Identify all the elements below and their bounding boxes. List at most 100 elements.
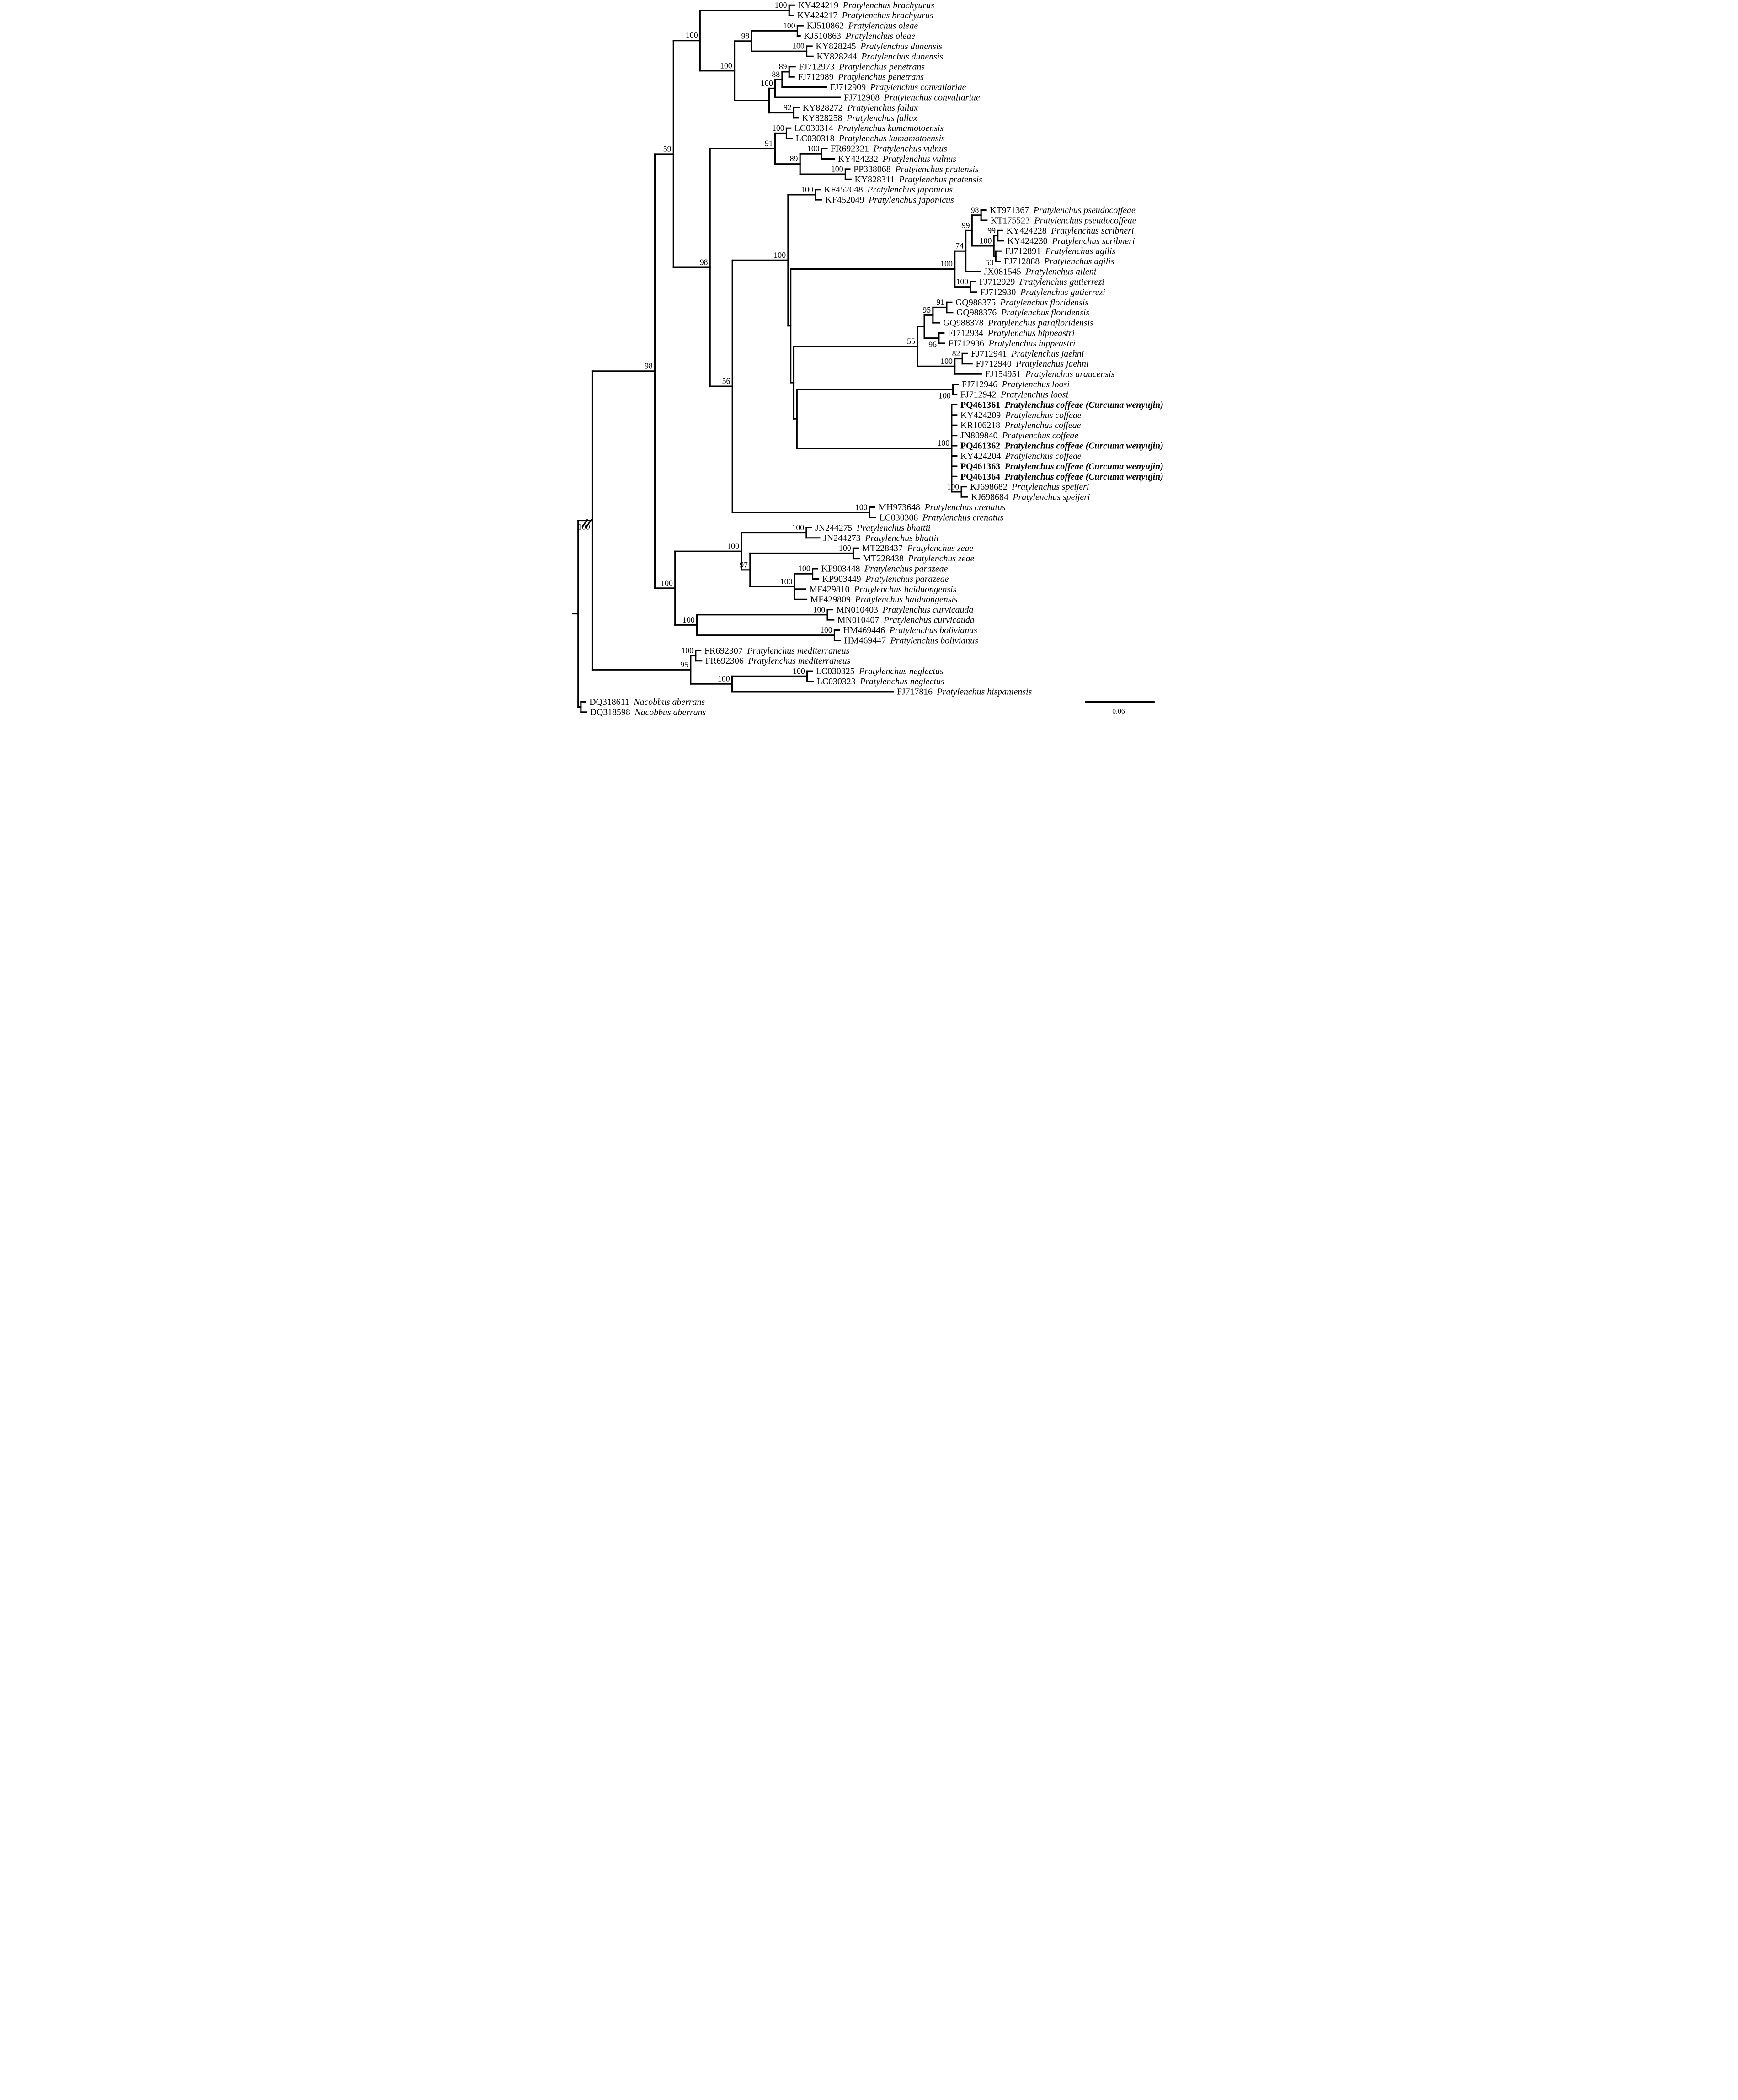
- accession-number: FJ712941: [971, 349, 1007, 359]
- species-name: Pratylenchus neglectus: [858, 666, 944, 677]
- accession-number: FJ712942: [960, 389, 996, 400]
- support-value: 95: [680, 660, 688, 669]
- species-name: Pratylenchus coffeae (Curcuma wenyujin): [1004, 400, 1163, 410]
- tip-label: KT971367 Pratylenchus pseudocoffeae: [990, 205, 1136, 215]
- species-name: Pratylenchus neglectus: [859, 677, 944, 687]
- tip-label: KY828245 Pratylenchus dunensis: [816, 41, 942, 51]
- accession-number: KR106218: [960, 421, 1000, 431]
- species-name: Pratylenchus penetrans: [838, 62, 925, 72]
- tip-label: KY424219 Pratylenchus brachyurus: [798, 0, 934, 11]
- species-name: Pratylenchus haiduongensis: [853, 584, 956, 594]
- species-name: Pratylenchus scribneri: [1051, 236, 1135, 246]
- support-value: 97: [740, 560, 748, 569]
- tip-label: PQ461362 Pratylenchus coffeae (Curcuma we…: [960, 441, 1163, 451]
- species-name: Pratylenchus haiduongensis: [855, 595, 958, 605]
- species-name: Pratylenchus araucensis: [1025, 369, 1115, 379]
- species-name: Pratylenchus brachyurus: [842, 0, 934, 11]
- phylogeny-svg: KY424219 Pratylenchus brachyurus KY424217 P…: [572, 0, 1166, 718]
- tip-label: MT228437 Pratylenchus zeae: [862, 544, 974, 554]
- tip-label: FJ712888 Pratylenchus agilis: [1004, 256, 1114, 266]
- accession-number: KF452049: [826, 195, 864, 205]
- species-name: Pratylenchus oleae: [848, 21, 918, 31]
- tip-label: LC030325 Pratylenchus neglectus: [816, 666, 944, 677]
- species-name: Pratylenchus parafloridensis: [987, 318, 1093, 328]
- accession-number: KY424209: [960, 410, 1001, 420]
- support-value: 88: [772, 69, 780, 79]
- species-name: Pratylenchus agilis: [1044, 256, 1114, 266]
- tree-branches: [572, 4, 1004, 713]
- accession-number: GQ988375: [955, 298, 996, 308]
- support-value: 100: [798, 564, 810, 573]
- species-name: Pratylenchus jaehni: [1015, 359, 1088, 369]
- species-name: Pratylenchus convallariae: [884, 92, 980, 102]
- species-name: Pratylenchus mediterraneus: [746, 646, 849, 656]
- tip-label: DQ318611 Nacobbus aberrans: [589, 697, 705, 707]
- support-value: 100: [980, 236, 992, 245]
- accession-number: FJ712891: [1005, 246, 1041, 256]
- tip-label: KJ698684 Pratylenchus speijeri: [971, 492, 1090, 502]
- accession-number: FJ712940: [976, 359, 1012, 369]
- accession-number: KT971367: [990, 205, 1029, 215]
- accession-number: MF429810: [809, 584, 849, 594]
- accession-number: FJ712973: [799, 62, 834, 72]
- accession-number: KF452048: [824, 185, 863, 195]
- support-value: 98: [645, 361, 653, 370]
- support-value: 100: [775, 0, 787, 10]
- tip-label: PQ461364 Pratylenchus coffeae (Curcuma we…: [960, 472, 1163, 482]
- tip-label: MN010407 Pratylenchus curvicauda: [837, 615, 975, 625]
- species-name: Pratylenchus crenatus: [924, 502, 1006, 512]
- accession-number: FJ712930: [980, 287, 1016, 297]
- tip-label: FJ712930 Pratylenchus gutierrezi: [980, 287, 1105, 297]
- accession-number: KT175523: [991, 215, 1030, 225]
- accession-number: JN809840: [960, 431, 998, 441]
- species-name: Pratylenchus fallax: [847, 103, 918, 113]
- support-value: 100: [720, 61, 732, 70]
- accession-number: PQ461364: [960, 472, 1000, 482]
- tip-label: PQ461361 Pratylenchus coffeae (Curcuma we…: [960, 400, 1163, 410]
- accession-number: KY828272: [803, 103, 843, 113]
- accession-number: KP903449: [822, 574, 861, 584]
- species-name: Pratylenchus coffeae: [1004, 421, 1081, 431]
- support-value: 89: [779, 62, 787, 71]
- support-value: 100: [661, 578, 673, 587]
- support-value: 74: [955, 241, 964, 251]
- species-name: Pratylenchus pratensis: [899, 175, 983, 185]
- support-value: 98: [741, 31, 750, 40]
- species-name: Pratylenchus bhattii: [864, 533, 938, 543]
- support-value: 100: [938, 391, 951, 400]
- accession-number: FJ712936: [949, 338, 984, 348]
- tip-label: FR692321 Pratylenchus vulnus: [831, 144, 947, 154]
- species-name: Pratylenchus japonicus: [868, 195, 954, 205]
- support-value: 56: [722, 377, 730, 386]
- species-name: Pratylenchus bhattii: [856, 523, 930, 533]
- species-name: Nacobbus aberrans: [633, 697, 705, 707]
- species-name: Pratylenchus pratensis: [895, 164, 979, 174]
- accession-number: KY424230: [1008, 236, 1048, 246]
- tip-label: KP903449 Pratylenchus parazeae: [822, 574, 949, 584]
- tip-label: FJ712909 Pratylenchus convallariae: [830, 82, 966, 92]
- tip-label: FJ712891 Pratylenchus agilis: [1005, 246, 1116, 256]
- support-value: 100: [956, 277, 968, 286]
- accession-number: FR692306: [705, 656, 744, 666]
- support-value: 100: [772, 123, 784, 133]
- species-name: Pratylenchus zeae: [907, 554, 974, 564]
- tip-label: FR692306 Pratylenchus mediterraneus: [705, 656, 851, 666]
- support-value: 100: [578, 522, 590, 531]
- tip-label: FJ712989 Pratylenchus penetrans: [798, 72, 924, 82]
- tip-label: JX081545 Pratylenchus alleni: [984, 267, 1096, 277]
- species-name: Pratylenchus pseudocoffeae: [1033, 205, 1136, 215]
- tip-label: HM469446 Pratylenchus bolivianus: [843, 625, 977, 635]
- accession-number: FJ712989: [798, 72, 833, 82]
- tip-label: KJ510862 Pratylenchus oleae: [807, 21, 918, 31]
- accession-number: FJ712934: [948, 328, 983, 338]
- support-value: 100: [727, 542, 739, 551]
- tip-label: PP338068 Pratylenchus pratensis: [853, 164, 979, 174]
- species-name: Pratylenchus gutierrezi: [1020, 287, 1105, 297]
- tip-label: KF452049 Pratylenchus japonicus: [826, 195, 954, 205]
- tip-label: FJ712936 Pratylenchus hippeastri: [949, 338, 1076, 348]
- accession-number: FR692307: [704, 646, 743, 656]
- tip-label: FR692307 Pratylenchus mediterraneus: [704, 646, 850, 656]
- tip-label: KY828311 Pratylenchus pratensis: [855, 175, 983, 185]
- species-name: Pratylenchus curvicauda: [883, 615, 975, 625]
- accession-number: GQ988376: [956, 308, 997, 318]
